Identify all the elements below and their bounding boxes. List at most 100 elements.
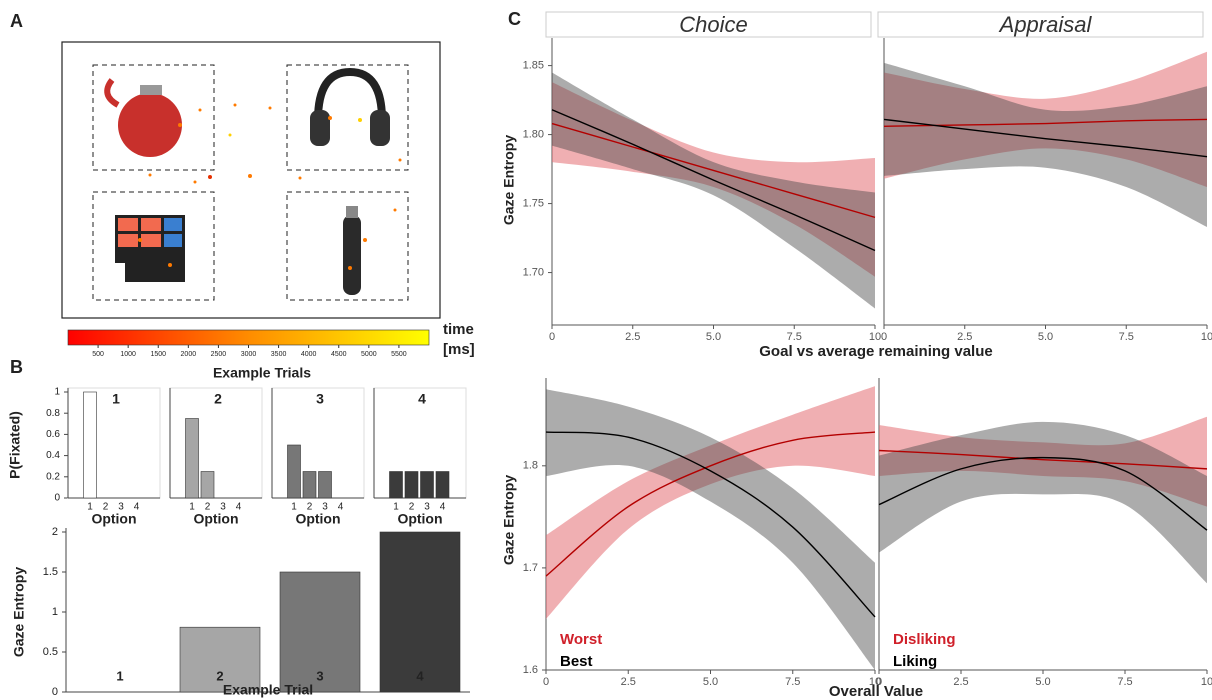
x-tick-label: 5.0 bbox=[703, 676, 718, 688]
y-tick-label: 0 bbox=[52, 686, 58, 698]
y-tick-label: 0.2 bbox=[46, 471, 60, 482]
panel-title: 1 bbox=[112, 391, 120, 407]
x-tick-label: 2.5 bbox=[625, 331, 640, 343]
y-axis-label: Gaze Entropy bbox=[501, 135, 517, 225]
facet-strip bbox=[545, 11, 872, 38]
x-tick-label: 4000 bbox=[301, 351, 317, 358]
legend-entry: Best bbox=[560, 653, 593, 670]
x-tick-label: 3 bbox=[424, 502, 430, 513]
y-tick-label: 1.7 bbox=[523, 562, 538, 574]
ribbon bbox=[884, 62, 1207, 228]
x-tick-label: 3 bbox=[220, 502, 226, 513]
x-axis-label: Goal vs average remaining value bbox=[759, 343, 992, 360]
line bbox=[545, 431, 876, 618]
x-tick-label: 4 bbox=[236, 502, 242, 513]
y-tick-label: 1.8 bbox=[523, 460, 538, 472]
x-tick-label: 0 bbox=[881, 331, 887, 343]
bar bbox=[420, 471, 434, 499]
colorbar bbox=[67, 329, 430, 346]
x-tick-label: 1 bbox=[87, 502, 93, 513]
colorbar-title: [ms] bbox=[443, 341, 475, 358]
x-axis-label: Example Trial bbox=[223, 682, 313, 698]
x-tick-label: 2.5 bbox=[957, 331, 972, 343]
panel-title: 2 bbox=[214, 391, 222, 407]
x-tick-label: 4500 bbox=[331, 351, 347, 358]
x-tick-label: 10 bbox=[1201, 676, 1212, 688]
line bbox=[545, 431, 876, 577]
x-tick-label: 2000 bbox=[181, 351, 197, 358]
bar bbox=[389, 471, 403, 499]
x-tick-label: 2 bbox=[409, 502, 415, 513]
panel-label: C bbox=[508, 9, 521, 29]
y-tick-label: 0.5 bbox=[43, 646, 58, 658]
line bbox=[878, 449, 1208, 470]
x-tick-label: 7.5 bbox=[1117, 676, 1132, 688]
line bbox=[878, 456, 1208, 531]
bar bbox=[379, 531, 461, 693]
x-tick-label: 2 bbox=[307, 502, 313, 513]
x-tick-label: 2 bbox=[103, 502, 109, 513]
x-tick-label: 0 bbox=[549, 331, 555, 343]
y-axis-label: P(Fixated) bbox=[7, 411, 23, 479]
x-tick-label: 1 bbox=[116, 668, 123, 683]
panel-label: B bbox=[10, 357, 23, 377]
legend-entry: Worst bbox=[560, 631, 602, 648]
x-tick-label: 5.0 bbox=[1038, 331, 1053, 343]
y-tick-label: 1.80 bbox=[523, 128, 544, 140]
ribbon bbox=[879, 421, 1207, 584]
facet-title: Appraisal bbox=[998, 12, 1093, 37]
y-tick-label: 0.8 bbox=[46, 408, 60, 419]
x-tick-label: 2500 bbox=[211, 351, 227, 358]
x-tick-label: 500 bbox=[92, 351, 104, 358]
y-axis-label: Gaze Entropy bbox=[501, 475, 517, 565]
x-tick-label: 10 bbox=[1201, 331, 1212, 343]
x-tick-label: 1 bbox=[189, 502, 195, 513]
x-tick-label: 2 bbox=[216, 668, 223, 683]
scene bbox=[61, 41, 441, 319]
x-axis-label: Option bbox=[193, 511, 238, 527]
y-axis-label: Gaze Entropy bbox=[11, 567, 27, 657]
y-tick-label: 1 bbox=[54, 387, 60, 398]
legend-entry: Liking bbox=[893, 653, 937, 670]
x-tick-label: 7.5 bbox=[787, 331, 802, 343]
ribbon bbox=[552, 72, 875, 309]
x-tick-label: 0 bbox=[876, 676, 882, 688]
y-tick-label: 0.6 bbox=[46, 429, 60, 440]
ribbon bbox=[879, 416, 1207, 507]
y-tick-label: 1.75 bbox=[523, 197, 544, 209]
panel-label: A bbox=[10, 11, 23, 31]
x-tick-label: 7.5 bbox=[785, 676, 800, 688]
x-tick-label: 1500 bbox=[150, 351, 166, 358]
facet-title: Choice bbox=[679, 12, 747, 37]
y-tick-label: 0 bbox=[54, 493, 60, 504]
line bbox=[883, 118, 1208, 158]
line bbox=[551, 122, 876, 219]
bar bbox=[404, 471, 419, 499]
x-tick-label: 7.5 bbox=[1119, 331, 1134, 343]
bar bbox=[279, 571, 361, 693]
x-tick-label: 10 bbox=[869, 331, 881, 343]
y-tick-label: 1.5 bbox=[43, 566, 58, 578]
x-tick-label: 3000 bbox=[241, 351, 257, 358]
y-tick-label: 0.4 bbox=[46, 450, 60, 461]
x-tick-label: 3 bbox=[322, 502, 328, 513]
x-tick-label: 4 bbox=[338, 502, 344, 513]
x-tick-label: 1000 bbox=[120, 351, 136, 358]
x-tick-label: 5.0 bbox=[1035, 676, 1050, 688]
x-tick-label: 3500 bbox=[271, 351, 287, 358]
chart-title: Example Trials bbox=[213, 365, 311, 381]
panel-title: 3 bbox=[316, 391, 324, 407]
y-tick-label: 1 bbox=[52, 606, 58, 618]
x-tick-label: 1 bbox=[393, 502, 399, 513]
x-tick-label: 1 bbox=[291, 502, 297, 513]
ribbon bbox=[546, 389, 875, 670]
y-tick-label: 1.70 bbox=[523, 266, 544, 278]
bar bbox=[179, 626, 261, 693]
colorbar-title: time bbox=[443, 321, 474, 338]
x-tick-label: 4 bbox=[440, 502, 446, 513]
y-tick-label: 2 bbox=[52, 526, 58, 538]
y-tick-label: 1.85 bbox=[523, 60, 544, 72]
x-tick-label: 2.5 bbox=[953, 676, 968, 688]
y-tick-label: 1.6 bbox=[523, 664, 538, 676]
